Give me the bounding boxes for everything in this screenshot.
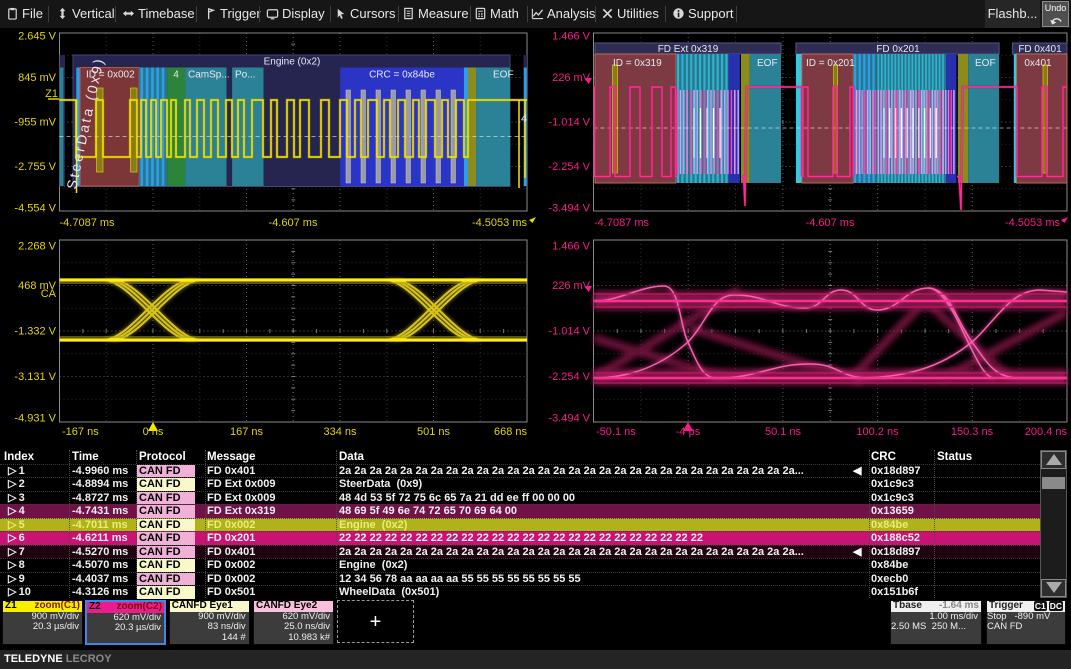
svg-text:0x401: 0x401 [1024,58,1052,69]
svg-text:100.2 ns: 100.2 ns [856,426,899,438]
svg-text:CamSp...: CamSp... [188,70,230,81]
svg-text:EOF: EOF [493,70,514,81]
svg-text:-2.254 V: -2.254 V [548,371,590,383]
svg-text:-167 ns: -167 ns [62,426,99,438]
svg-text:-2.254 V: -2.254 V [548,161,590,173]
svg-text:-3.494 V: -3.494 V [548,203,590,215]
svg-text:EOF: EOF [757,58,778,69]
svg-text:200.4 ns: 200.4 ns [1025,426,1068,438]
svg-text:-1.014 V: -1.014 V [548,117,590,129]
svg-text:50.1 ns: 50.1 ns [765,426,802,438]
svg-text:FD 0x201: FD 0x201 [876,44,920,55]
svg-text:4: 4 [521,113,527,125]
svg-text:-3.131 V: -3.131 V [14,371,56,383]
svg-text:-50.1 ns: -50.1 ns [596,426,636,438]
svg-text:-955 mV: -955 mV [14,117,56,129]
svg-text:845 mV: 845 mV [18,72,57,84]
svg-text:334 ns: 334 ns [323,426,357,438]
svg-text:150.3 ns: 150.3 ns [951,426,994,438]
svg-text:-2.755 V: -2.755 V [14,161,56,173]
svg-text:-1.014 V: -1.014 V [548,326,590,338]
svg-text:1.466 V: 1.466 V [552,241,591,253]
svg-text:Engine (0x2): Engine (0x2) [264,57,321,68]
svg-text:167 ns: 167 ns [230,426,264,438]
svg-text:-4.7087 ms: -4.7087 ms [594,217,650,229]
svg-text:-3.494 V: -3.494 V [548,413,590,425]
svg-text:Po...: Po... [235,70,256,81]
svg-text:Z1: Z1 [45,88,58,100]
svg-text:2.268 V: 2.268 V [18,241,57,253]
svg-text:CA: CA [41,288,57,300]
svg-text:-4.607 ms: -4.607 ms [806,217,855,229]
svg-text:468 mV: 468 mV [18,280,57,292]
svg-text:EOF: EOF [975,58,996,69]
svg-text:ID = 0x201: ID = 0x201 [806,58,855,69]
svg-text:226 mV: 226 mV [552,280,591,292]
svg-text:2.645 V: 2.645 V [18,31,57,43]
svg-text:-1.332 V: -1.332 V [14,326,56,338]
svg-text:4: 4 [173,70,179,81]
svg-text:-4.607 ms: -4.607 ms [269,217,318,229]
svg-text:FD 0x401: FD 0x401 [1018,44,1062,55]
svg-text:-4 ps: -4 ps [676,426,701,438]
svg-text:ID = 0x319: ID = 0x319 [613,58,662,69]
svg-text:1.466 V: 1.466 V [552,31,591,43]
svg-text:668 ns: 668 ns [494,426,528,438]
svg-text:226 mV: 226 mV [552,72,591,84]
svg-text:-4.931 V: -4.931 V [14,413,56,425]
svg-text:CRC = 0x84be: CRC = 0x84be [369,70,435,81]
svg-text:0 ns: 0 ns [143,426,164,438]
svg-text:-4.5053 ms: -4.5053 ms [1005,217,1061,229]
svg-text:-4.554 V: -4.554 V [14,203,56,215]
svg-text:FD Ext 0x319: FD Ext 0x319 [658,44,719,55]
svg-text:501 ns: 501 ns [417,426,451,438]
svg-text:-4.7087 ms: -4.7087 ms [60,217,116,229]
svg-text:ID = 0x002: ID = 0x002 [86,70,135,81]
svg-text:-4.5053 ms: -4.5053 ms [472,217,528,229]
